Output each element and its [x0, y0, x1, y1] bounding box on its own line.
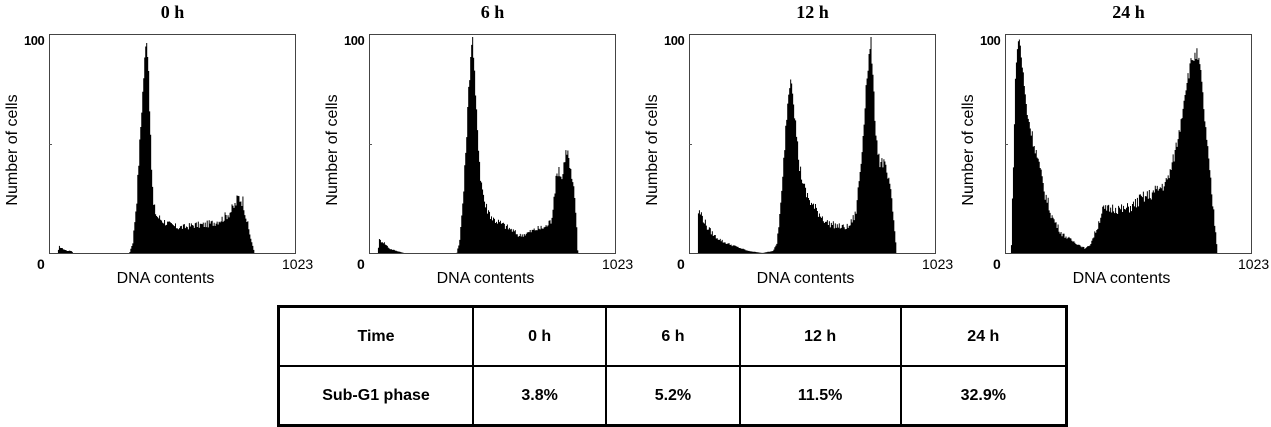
x-axis-label: DNA contents	[436, 270, 535, 287]
histogram-graphic	[370, 36, 615, 253]
x-tick-max: 1023	[602, 256, 634, 272]
histogram-graphic	[690, 36, 935, 253]
table-header-row: Time 0 h 6 h 12 h 24 h	[277, 305, 1068, 367]
histogram-graphic	[1006, 39, 1251, 253]
x-axis-label: DNA contents	[756, 270, 855, 287]
histogram-panel-0: 0 h Number of cells 100 0 1023 DNA conte…	[4, 2, 314, 287]
plot-area	[689, 34, 936, 254]
histogram-panel-1: 6 h Number of cells 100 0 1023 DNA conte…	[324, 2, 634, 287]
table-header-cell: 0 h	[471, 305, 608, 367]
y-mid-tick	[689, 144, 692, 145]
table-header-cell: 12 h	[738, 305, 902, 367]
x-tick-max: 1023	[1238, 256, 1270, 272]
y-mid-tick	[369, 144, 372, 145]
table-header-cell: 6 h	[605, 305, 741, 367]
histogram-panel-3: 24 h Number of cells 100 0 1023 DNA cont…	[960, 2, 1270, 287]
x-tick-min: 0	[37, 256, 45, 272]
plot-area	[369, 34, 616, 254]
x-tick-max: 1023	[282, 256, 314, 272]
plot-area	[1005, 34, 1252, 254]
y-tick-max: 100	[980, 33, 1001, 48]
table-cell: 32.9%	[899, 365, 1068, 427]
plot-area	[49, 34, 296, 254]
y-mid-tick	[1005, 144, 1008, 145]
panel-title: 12 h	[796, 2, 829, 22]
panel-title: 6 h	[480, 2, 505, 22]
panel-title: 24 h	[1112, 2, 1145, 22]
x-tick-min: 0	[993, 256, 1001, 272]
sub-g1-summary-table: Time 0 h 6 h 12 h 24 h Sub-G1 phase 3.8%…	[277, 305, 1068, 427]
table-cell: 5.2%	[605, 365, 741, 427]
x-axis-label: DNA contents	[1072, 270, 1171, 287]
panel-title: 0 h	[160, 2, 185, 22]
x-tick-min: 0	[677, 256, 685, 272]
histogram-panel-2: 12 h Number of cells 100 0 1023 DNA cont…	[644, 2, 954, 287]
y-tick-max: 100	[24, 33, 45, 48]
y-axis-label: Number of cells	[960, 94, 977, 206]
x-tick-max: 1023	[922, 256, 954, 272]
table-header-cell: Time	[277, 305, 474, 367]
table-header-cell: 24 h	[899, 305, 1068, 367]
x-tick-min: 0	[357, 256, 365, 272]
table-cell: 11.5%	[738, 365, 902, 427]
table-cell: 3.8%	[471, 365, 608, 427]
table-row: Sub-G1 phase 3.8% 5.2% 11.5% 32.9%	[277, 365, 1068, 427]
y-mid-tick	[49, 144, 52, 145]
x-axis-label: DNA contents	[116, 270, 215, 287]
table-row-label: Sub-G1 phase	[277, 365, 474, 427]
y-tick-max: 100	[344, 33, 365, 48]
y-tick-max: 100	[664, 33, 685, 48]
